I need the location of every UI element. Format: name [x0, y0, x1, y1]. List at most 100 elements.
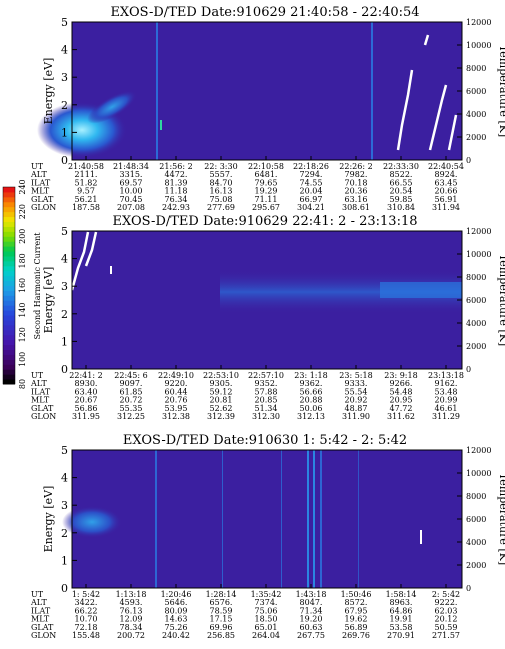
orbit-cell: 55.54	[345, 387, 368, 396]
colorbar-swatch	[3, 275, 15, 282]
orbit-cell: 22:26: 2	[339, 162, 372, 171]
temperature-tick-label: 6000	[466, 87, 486, 96]
panel-1-right-axis: 0 2000 4000 6000 8000 10000 12000	[85, 18, 491, 165]
orbit-cell: 155.48	[72, 631, 100, 640]
orbit-cell: 75.08	[210, 195, 233, 204]
orbit-cell: 66.97	[300, 195, 323, 204]
temperature-tick-label: 10000	[466, 469, 491, 478]
colorbar-swatch	[3, 339, 15, 346]
colorbar-tick-label: 160	[18, 278, 27, 293]
orbit-cell: 56.66	[300, 387, 323, 396]
orbit-cell: 22:57:10	[248, 371, 284, 380]
colorbar-swatch	[3, 374, 15, 380]
panel-3-low-energy-blob	[62, 506, 122, 538]
colorbar-swatch	[3, 211, 15, 218]
orbit-cell: 20.81	[210, 396, 233, 405]
colorbar-frame	[2, 186, 16, 385]
temperature-tick-label: 2000	[466, 561, 486, 570]
orbit-row-label: ALT	[30, 170, 47, 179]
orbit-row-label: MLT	[31, 396, 50, 405]
orbit-cell: 311.94	[432, 203, 460, 212]
orbit-cell: 312.38	[162, 412, 190, 421]
panel-1-ylabel-right: Temperature [K]	[497, 45, 505, 137]
energy-tick-label: 5	[61, 16, 68, 29]
orbit-cell: 22:49:10	[158, 371, 194, 380]
colorbar-swatch	[3, 300, 15, 306]
orbit-cell: 2111.	[75, 170, 98, 179]
orbit-cell: 20.92	[345, 396, 368, 405]
orbit-cell: 71.11	[255, 195, 278, 204]
orbit-row-label: ALT	[30, 598, 47, 607]
orbit-cell: 19.91	[390, 615, 413, 624]
colorbar-tick-label: 140	[18, 302, 27, 317]
orbit-cell: 20.54	[390, 187, 413, 196]
orbit-cell: 81.39	[165, 178, 188, 187]
orbit-cell: 70.18	[345, 178, 368, 187]
temperature-tick-label: 0	[466, 156, 471, 165]
orbit-cell: 200.72	[117, 631, 145, 640]
orbit-cell: 9266.	[390, 379, 413, 388]
temperature-tick-label: 0	[466, 365, 471, 374]
colorbar-swatch	[3, 216, 15, 222]
orbit-cell: 67.95	[345, 606, 368, 615]
panel-3-title: EXOS-D/TED Date:910630 1: 5:42 - 2: 5:42	[123, 433, 407, 448]
temperature-tick-label: 12000	[466, 227, 491, 236]
temperature-tick-label: 12000	[466, 18, 491, 27]
orbit-cell: 2: 5:42	[432, 590, 460, 599]
orbit-cell: 23: 9:18	[384, 371, 417, 380]
orbit-cell: 64.86	[390, 606, 413, 615]
temperature-tick-label: 2000	[466, 342, 486, 351]
orbit-cell: 20.85	[255, 396, 278, 405]
orbit-cell: 10.00	[120, 187, 143, 196]
orbit-cell: 60.63	[300, 623, 323, 632]
temperature-tick-label: 4000	[466, 319, 486, 328]
orbit-cell: 20.67	[75, 396, 98, 405]
orbit-cell: 9162.	[435, 379, 458, 388]
energy-tick-label: 4	[61, 44, 68, 57]
orbit-cell: 10.70	[75, 615, 98, 624]
colorbar-swatch	[3, 241, 15, 247]
orbit-cell: 11.18	[165, 187, 188, 196]
orbit-cell: 312.13	[297, 412, 325, 421]
orbit-cell: 1:50:46	[341, 590, 372, 599]
orbit-cell: 8930.	[75, 379, 98, 388]
colorbar-swatch	[3, 305, 15, 311]
orbit-cell: 76.34	[165, 195, 188, 204]
orbit-cell: 69.57	[120, 178, 143, 187]
colorbar-swatch	[3, 354, 15, 360]
orbit-row-label: ILAT	[31, 178, 51, 187]
orbit-cell: 72.18	[75, 623, 98, 632]
orbit-cell: 55.35	[120, 404, 143, 413]
orbit-cell: 53.95	[165, 404, 188, 413]
orbit-cell: 4472.	[165, 170, 188, 179]
orbit-cell: 76.13	[120, 606, 143, 615]
orbit-cell: 22:18:26	[293, 162, 329, 171]
panel-2-ylabel: Energy [eV]	[42, 267, 55, 334]
orbit-cell: 60.44	[165, 387, 188, 396]
orbit-cell: 9097.	[120, 379, 143, 388]
orbit-cell: 22:10:58	[248, 162, 284, 171]
colorbar-swatch	[3, 319, 15, 326]
colorbar-swatch	[3, 310, 15, 316]
orbit-cell: 240.42	[162, 631, 190, 640]
orbit-cell: 1:35:42	[251, 590, 282, 599]
orbit-cell: 59.85	[390, 195, 413, 204]
orbit-cell: 311.29	[432, 412, 460, 421]
colorbar-swatch	[3, 236, 15, 242]
colorbar-swatch	[3, 226, 15, 232]
orbit-cell: 7982.	[345, 170, 368, 179]
orbit-cell: 56.89	[345, 623, 368, 632]
orbit-cell: 187.58	[72, 203, 100, 212]
orbit-cell: 6481.	[255, 170, 278, 179]
colorbar-swatch	[3, 344, 15, 351]
panel-3-orbit-table: UT 1: 5:42 1:13:18 1:20:46 1:28:14 1:35:42 1:4…	[30, 590, 460, 640]
orbit-row-label: GLAT	[31, 404, 54, 413]
orbit-row-label: UT	[31, 162, 44, 171]
orbit-cell: 75.26	[165, 623, 188, 632]
temperature-tick-label: 4000	[466, 538, 486, 547]
orbit-cell: 4593.	[120, 598, 143, 607]
panel-2-band-core	[380, 282, 462, 298]
orbit-cell: 66.55	[390, 178, 413, 187]
orbit-cell: 23: 1:18	[294, 371, 327, 380]
orbit-cell: 9333.	[345, 379, 368, 388]
